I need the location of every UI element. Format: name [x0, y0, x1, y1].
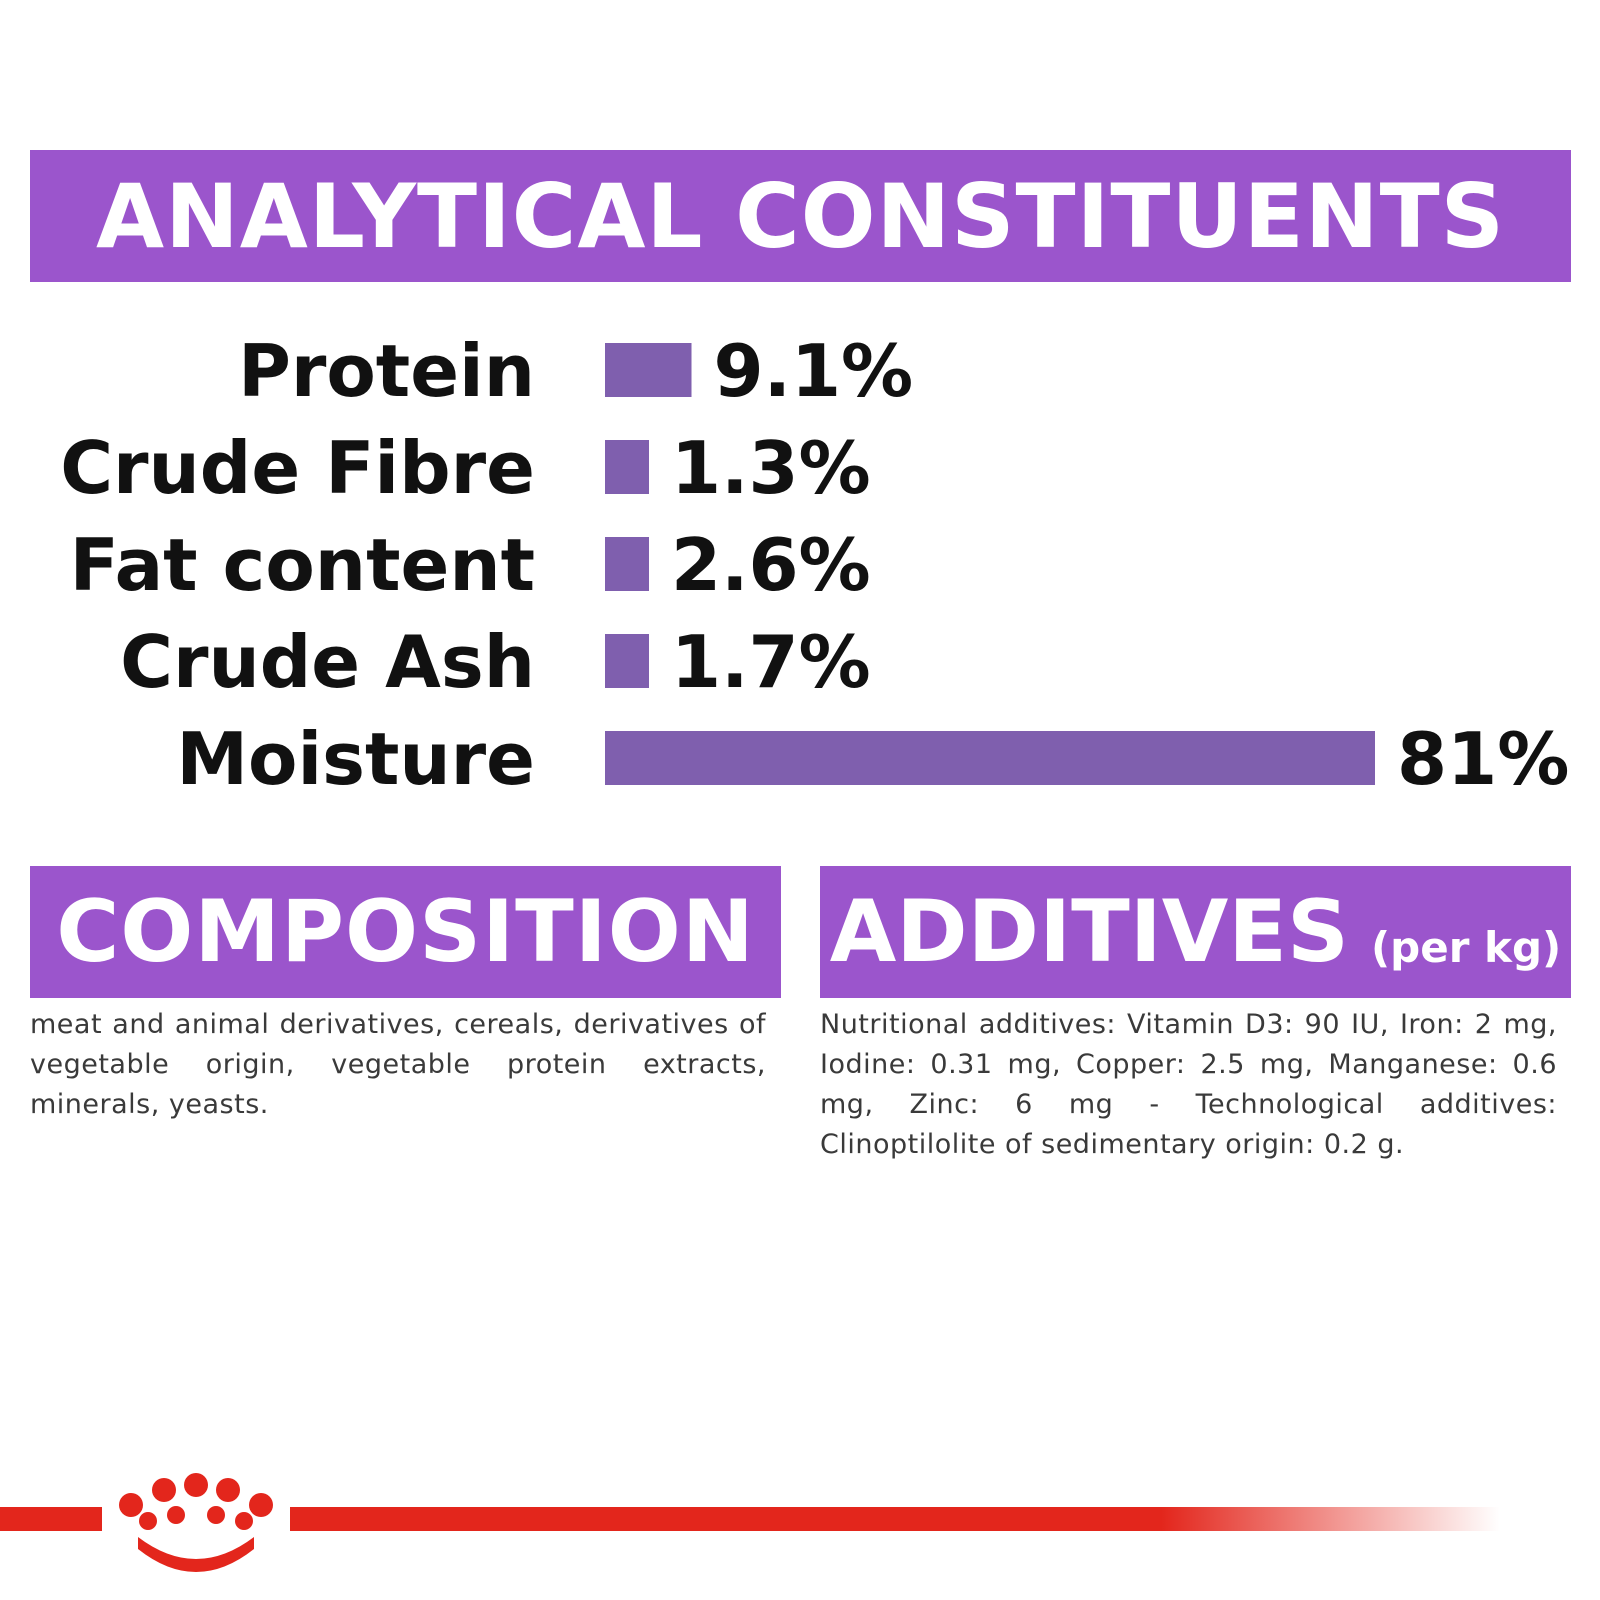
composition-banner: COMPOSITION [30, 866, 781, 998]
analytical-constituents-banner: ANALYTICAL CONSTITUENTS [30, 150, 1571, 282]
analytical-constituents-chart: Protein 9.1% Crude Fibre 1.3% Fat content 2.6… [60, 329, 1569, 801]
analytical-constituents-title: ANALYTICAL CONSTITUENTS [96, 164, 1505, 268]
bar-label-moisture: Moisture [176, 717, 535, 801]
bar-protein [605, 343, 692, 397]
additives-banner: ADDITIVES (per kg) [820, 866, 1571, 998]
bar-crude-fibre [605, 440, 649, 494]
footer-brand-strip [0, 1473, 1500, 1572]
footer-line-right [290, 1507, 1500, 1531]
additives-unit: (per kg) [1370, 922, 1562, 972]
additives-title: ADDITIVES [829, 882, 1349, 982]
crown-icon [119, 1473, 273, 1572]
bar-fat-content [605, 537, 649, 591]
composition-text: meat and animal derivatives, cereals, de… [30, 1009, 766, 1120]
bar-label-protein: Protein [238, 329, 535, 413]
bar-label-crude-fibre: Crude Fibre [60, 426, 535, 510]
composition-title: COMPOSITION [56, 882, 755, 982]
bar-value-fat-content: 2.6% [671, 523, 871, 607]
footer-line-left [0, 1507, 102, 1531]
bar-value-crude-ash: 1.7% [671, 620, 871, 704]
bar-label-crude-ash: Crude Ash [120, 620, 535, 704]
additives-text: Nutritional additives: Vitamin D3: 90 IU… [820, 1009, 1557, 1160]
bar-value-crude-fibre: 1.3% [671, 426, 871, 510]
bar-value-moisture: 81% [1397, 717, 1569, 801]
bar-moisture [605, 731, 1375, 785]
bar-crude-ash [605, 634, 649, 688]
bar-value-protein: 9.1% [714, 329, 914, 413]
bar-label-fat-content: Fat content [70, 523, 535, 607]
